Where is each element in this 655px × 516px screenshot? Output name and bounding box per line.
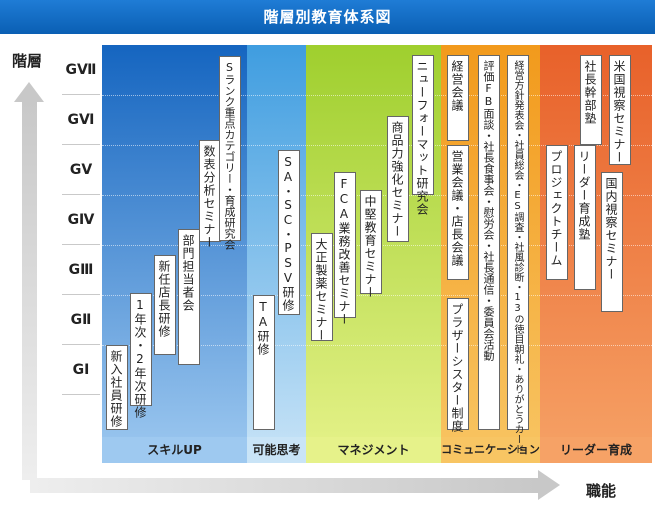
- program-new-format-study: ニューフォーマット研究会: [412, 55, 434, 216]
- grade-label: GⅥ: [62, 95, 100, 145]
- up-arrow-icon: [14, 82, 44, 102]
- column-label-possible-thinking: 可能思考: [247, 437, 306, 463]
- program-brother-sister-system: プラザーシスター制度: [447, 298, 469, 433]
- grade-label: GⅡ: [62, 295, 100, 345]
- program-sales-store-manager-meeting: 営業会議・店長会議: [447, 145, 469, 280]
- program-numeric-analysis-seminar: 数表分析セミナー: [199, 140, 221, 249]
- program-management-meeting: 経営会議: [447, 55, 469, 141]
- program-fca-improvement-seminar: FCA業務改善セミナー: [334, 172, 356, 326]
- program-new-employee-training: 新入社員研修: [106, 345, 128, 430]
- program-project-team: プロジェクトチーム: [546, 145, 568, 280]
- vertical-axis-label: 階層: [12, 52, 43, 70]
- grade-label: GⅣ: [62, 195, 100, 245]
- column-label-leader-training: リーダー育成: [540, 437, 652, 463]
- grade-divider: [102, 295, 652, 296]
- grade-label: GⅦ: [62, 45, 100, 95]
- grade-divider: [102, 145, 652, 146]
- horizontal-arrow-shaft: [30, 478, 540, 493]
- grade-divider: [102, 345, 652, 346]
- program-domestic-inspection-seminar: 国内視察セミナー: [601, 172, 623, 312]
- program-president-executive-school: 社長幹部塾: [580, 55, 602, 145]
- grade-divider: [102, 95, 652, 96]
- column-label-communication: コミュニケーション: [441, 437, 540, 463]
- program-leader-development-school: リーダー育成塾: [574, 145, 596, 290]
- grade-label: GⅤ: [62, 145, 100, 195]
- program-year1-2-training: 1年次・2年次研修: [130, 293, 152, 419]
- grade-label: GⅢ: [62, 245, 100, 295]
- program-product-strength-seminar: 商品力強化セミナー: [387, 116, 409, 242]
- vertical-arrow-shaft: [22, 100, 37, 480]
- program-ta-training: TA研修: [253, 295, 275, 430]
- program-taisho-pharma-seminar: 大正製薬セミナー: [311, 233, 333, 342]
- column-label-management: マネジメント: [306, 437, 441, 463]
- program-s-rank-category-study: Sランク重点カテゴリー・育成研究会: [219, 56, 241, 250]
- program-mid-level-seminar: 中堅教育セミナー: [360, 190, 382, 299]
- program-sa-sc-psv-training: SA・SC・PSV研修: [278, 150, 300, 315]
- program-department-staff-meeting: 部門担当者会: [178, 229, 200, 365]
- grade-label: GⅠ: [62, 345, 100, 395]
- program-us-inspection-seminar: 米国視察セミナー: [609, 55, 631, 165]
- program-management-policy-meeting: 経営方針発表会・社員総会・ES調査・社風診断・13の徳目朝礼・ありがとうカード: [507, 55, 529, 454]
- right-arrow-icon: [538, 470, 560, 500]
- program-evaluation-fb-interview: 評価FB面談・社長食事会・慰労会・社長通信・委員会活動: [478, 55, 500, 430]
- column-label-skill-up: スキルUP: [102, 437, 247, 463]
- program-new-store-manager-training: 新任店長研修: [154, 255, 176, 355]
- page-title: 階層別教育体系図: [0, 0, 655, 34]
- horizontal-axis-label: 職能: [586, 482, 617, 500]
